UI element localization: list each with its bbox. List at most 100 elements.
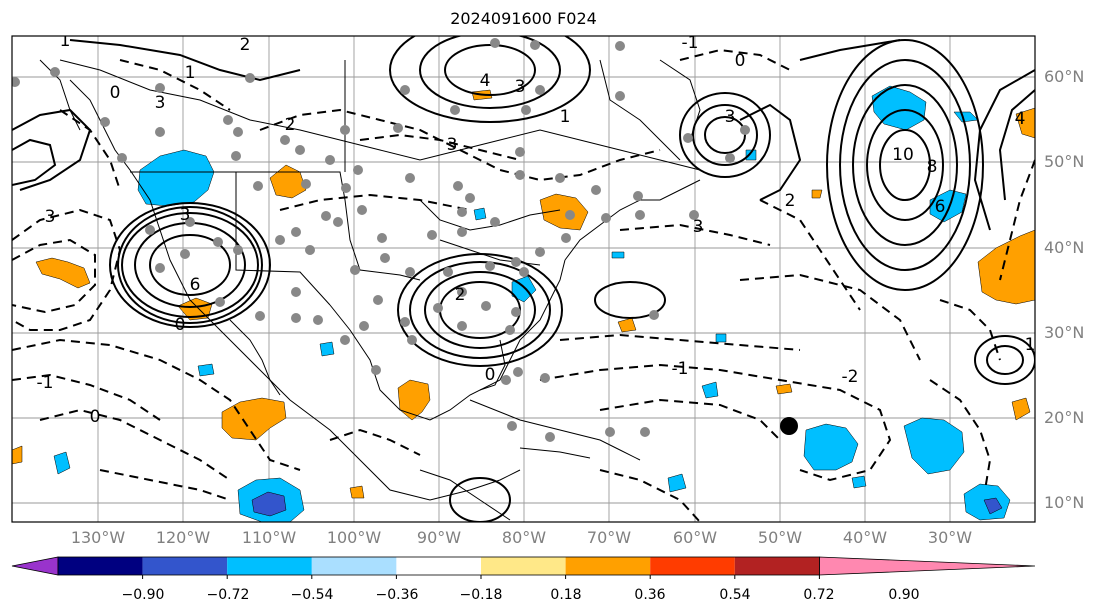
contour-label: -1 bbox=[37, 373, 54, 393]
lat-label: 10°N bbox=[1044, 493, 1085, 512]
colorbar-tick-label: 0.72 bbox=[803, 587, 835, 603]
colorbar-outline bbox=[57, 556, 820, 576]
colorbar-segment bbox=[311, 557, 397, 575]
blue-patch bbox=[137, 149, 215, 207]
storm-center-marker bbox=[780, 417, 798, 435]
blue-patch bbox=[851, 475, 867, 489]
shaded-anomaly-fields bbox=[12, 85, 1035, 522]
colorbar-tick-label: 0.90 bbox=[888, 587, 920, 603]
map-frame bbox=[11, 35, 1036, 523]
contour-label: 10 bbox=[892, 145, 914, 165]
lon-label: 50°W bbox=[757, 528, 803, 547]
colorbar-segment bbox=[481, 557, 566, 575]
lat-label: 40°N bbox=[1044, 238, 1085, 257]
contour-label: 3 bbox=[180, 205, 191, 225]
blue-patch bbox=[319, 341, 335, 357]
colorbar-tick-label: −0.72 bbox=[206, 587, 250, 603]
colorbar-segment bbox=[565, 557, 651, 575]
contour-label: 0 bbox=[485, 365, 496, 385]
blue-patch bbox=[251, 491, 287, 517]
blue-patch bbox=[667, 473, 687, 493]
lat-label: 30°N bbox=[1044, 323, 1085, 342]
orange-patch bbox=[397, 379, 431, 421]
colorbar-segment bbox=[142, 557, 228, 575]
contour-label: 3 bbox=[447, 135, 458, 155]
orange-patch bbox=[349, 485, 365, 499]
contour-label: 1 bbox=[60, 31, 71, 51]
contour-label: 0 bbox=[175, 315, 186, 335]
blue-patch bbox=[983, 497, 1003, 515]
contour-label: 0 bbox=[90, 407, 101, 427]
orange-patch bbox=[269, 164, 307, 199]
colorbar-tick-label: −0.18 bbox=[459, 587, 503, 603]
contour-label: 0 bbox=[735, 51, 746, 71]
colorbar-extend-high bbox=[819, 556, 1036, 576]
contour-label: -2 bbox=[842, 367, 859, 387]
lon-label: 90°W bbox=[416, 528, 462, 547]
orange-patch bbox=[12, 445, 23, 465]
blue-patch bbox=[903, 417, 965, 475]
contour-label: 3 bbox=[725, 107, 736, 127]
colorbar-extend-low bbox=[11, 556, 59, 576]
contour-label: 0 bbox=[110, 83, 121, 103]
dashed-contours bbox=[12, 48, 1035, 522]
contour-label: 6 bbox=[190, 275, 201, 295]
chart-title: 2024091600 F024 bbox=[450, 9, 597, 28]
orange-patch bbox=[811, 189, 823, 199]
colorbar bbox=[11, 556, 1036, 579]
contour-label: 3 bbox=[45, 207, 56, 227]
station-markers bbox=[12, 38, 750, 442]
colorbar-tick-label: −0.90 bbox=[121, 587, 165, 603]
contour-label: 2 bbox=[785, 191, 796, 211]
contour-label: 1 bbox=[560, 107, 571, 127]
blue-patch bbox=[871, 85, 927, 131]
lon-label: 80°W bbox=[501, 528, 547, 547]
contour-label: 3 bbox=[515, 77, 526, 97]
lon-label: 60°W bbox=[672, 528, 718, 547]
orange-patch bbox=[617, 317, 637, 333]
contour-label: 6 bbox=[935, 197, 946, 217]
orange-patch bbox=[221, 397, 287, 441]
contour-label: -1 bbox=[672, 359, 689, 379]
lat-label: 20°N bbox=[1044, 408, 1085, 427]
orange-patch bbox=[1015, 107, 1035, 139]
colorbar-segment bbox=[58, 557, 143, 575]
colorbar-tick-label: −0.36 bbox=[375, 587, 419, 603]
blue-patch bbox=[197, 363, 215, 377]
contour-label: -1 bbox=[682, 33, 699, 53]
contour-label: 1 bbox=[1025, 335, 1036, 355]
blue-patch bbox=[803, 423, 859, 471]
lat-label: 50°N bbox=[1044, 152, 1085, 171]
blue-patch bbox=[611, 251, 625, 259]
contour-label: 2 bbox=[240, 35, 251, 55]
orange-patch bbox=[539, 193, 589, 231]
colorbar-segment bbox=[650, 557, 735, 575]
contour-label: 2 bbox=[285, 115, 296, 135]
contour-label: 4 bbox=[1015, 109, 1026, 129]
lon-label: 120°W bbox=[155, 528, 211, 547]
lon-label: 70°W bbox=[586, 528, 632, 547]
solid-contours bbox=[12, 36, 1035, 522]
colorbar-tick-label: 0.18 bbox=[550, 587, 582, 603]
blue-patch bbox=[53, 451, 71, 475]
blue-patch bbox=[929, 189, 967, 223]
blue-patch bbox=[715, 333, 727, 343]
orange-patch bbox=[35, 257, 91, 289]
lon-label: 130°W bbox=[70, 528, 126, 547]
colorbar-tick-label: 0.54 bbox=[719, 587, 751, 603]
orange-patch bbox=[1011, 397, 1031, 421]
lon-label: 30°W bbox=[927, 528, 973, 547]
blue-patch bbox=[701, 381, 719, 399]
orange-patch bbox=[977, 229, 1035, 305]
blue-patch bbox=[473, 207, 487, 221]
orange-patch bbox=[775, 383, 793, 395]
contour-label: 2 bbox=[455, 285, 466, 305]
lon-label: 110°W bbox=[241, 528, 297, 547]
lon-label: 40°W bbox=[842, 528, 888, 547]
contour-label: 3 bbox=[693, 217, 704, 237]
lon-label: 100°W bbox=[326, 528, 382, 547]
lat-label: 60°N bbox=[1044, 67, 1085, 86]
contour-label: 1 bbox=[185, 63, 196, 83]
